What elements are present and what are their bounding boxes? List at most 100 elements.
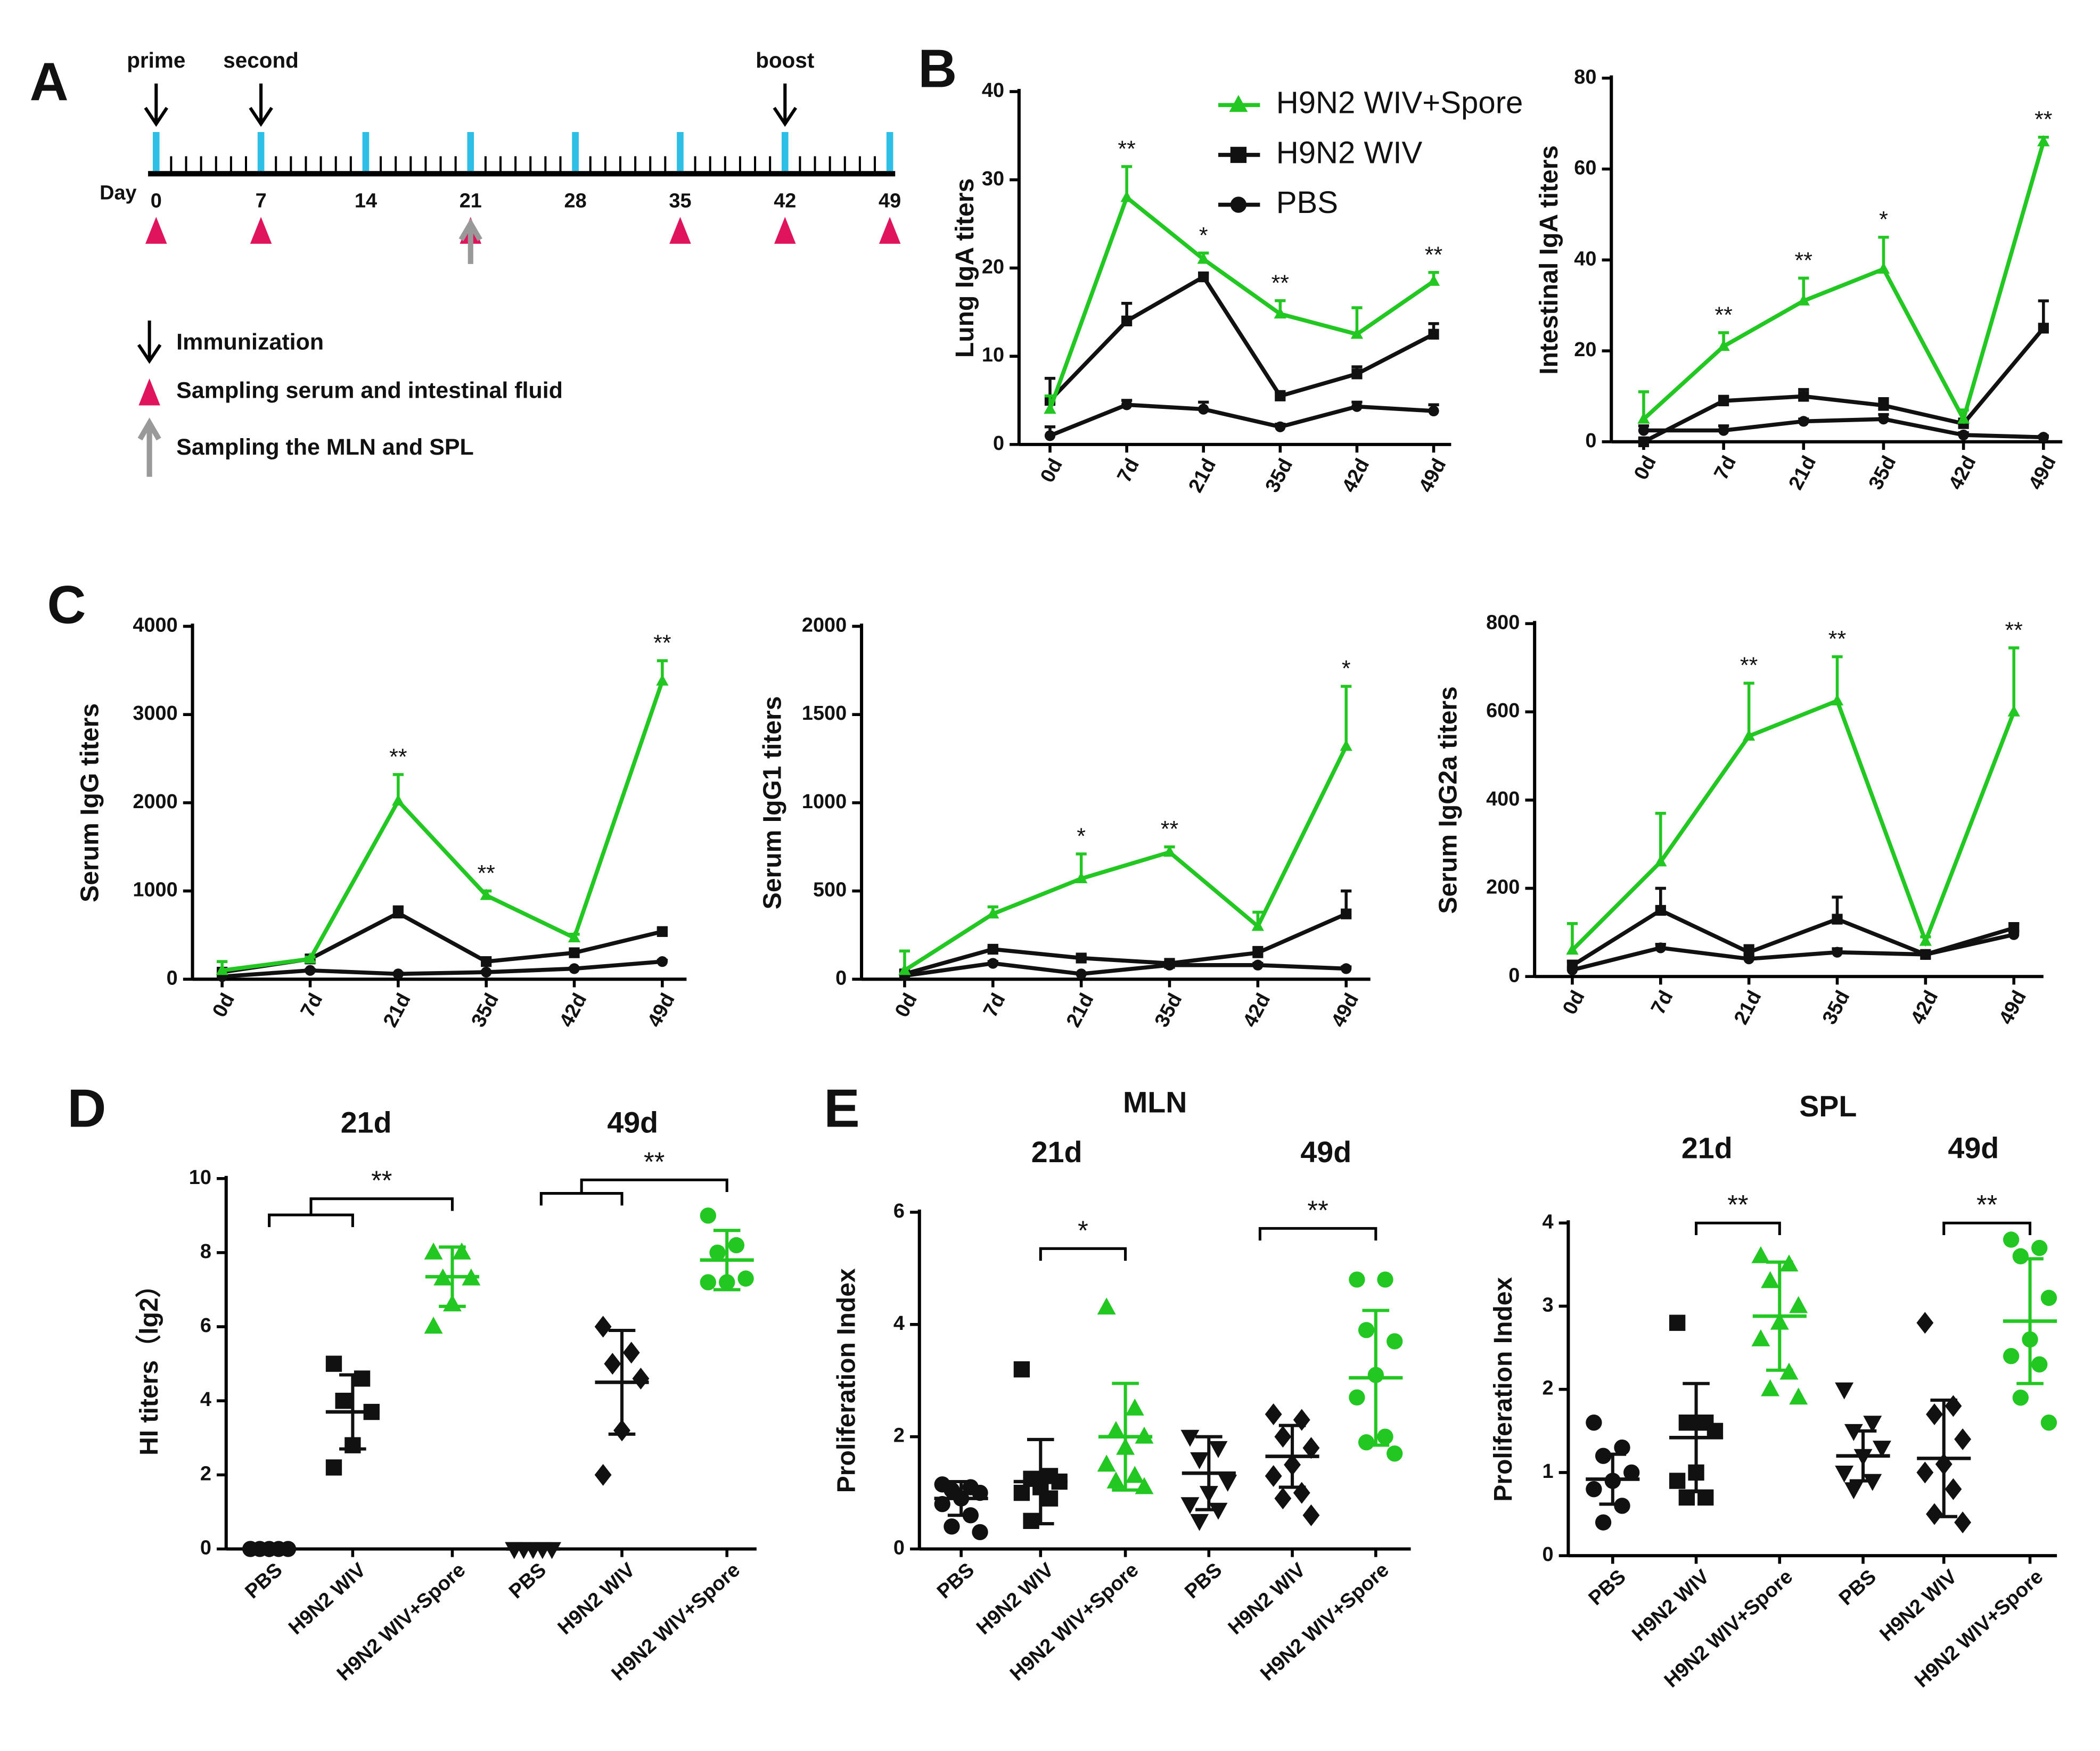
y-tick-label: 30 bbox=[982, 168, 1004, 190]
marker bbox=[1198, 271, 1209, 283]
marker bbox=[354, 1370, 371, 1387]
day-label: 21 bbox=[460, 190, 482, 212]
day-label: 49 bbox=[879, 190, 901, 212]
marker bbox=[987, 907, 999, 919]
significance: ** bbox=[1740, 653, 1758, 678]
marker bbox=[737, 1270, 754, 1287]
y-tick-label: 2 bbox=[893, 1425, 905, 1447]
marker bbox=[1655, 905, 1666, 916]
marker bbox=[1919, 934, 1932, 946]
y-tick-label: 2000 bbox=[802, 614, 847, 636]
y-axis-label: Intestinal IgA titers bbox=[1535, 145, 1563, 375]
panel-label: D bbox=[67, 1078, 106, 1138]
y-tick-label: 20 bbox=[982, 256, 1004, 278]
marker bbox=[1798, 391, 1809, 402]
marker bbox=[1428, 328, 1439, 340]
marker bbox=[1926, 1503, 1943, 1525]
organ-sampling bbox=[458, 218, 482, 264]
marker bbox=[1669, 1314, 1686, 1331]
day-label: 0 bbox=[151, 190, 162, 212]
series-line bbox=[903, 745, 1348, 972]
y-tick-label: 80 bbox=[1574, 66, 1596, 88]
day-label: 35 bbox=[669, 190, 691, 212]
marker bbox=[568, 931, 581, 943]
legend-text: Sampling serum and intestinal fluid bbox=[176, 378, 563, 404]
y-tick-label: 6 bbox=[200, 1314, 211, 1337]
y-tick-label: 6 bbox=[893, 1200, 905, 1222]
marker bbox=[1743, 729, 1756, 741]
series-line bbox=[1048, 194, 1435, 410]
y-tick-label: 3000 bbox=[133, 702, 177, 725]
marker bbox=[1275, 390, 1286, 401]
day-label: 28 bbox=[564, 190, 587, 212]
marker bbox=[1717, 339, 1730, 351]
marker bbox=[657, 926, 668, 937]
serum-sampling bbox=[669, 217, 691, 244]
marker bbox=[1718, 425, 1729, 436]
marker bbox=[1164, 958, 1175, 969]
day-label: 7 bbox=[256, 190, 267, 212]
marker bbox=[1428, 405, 1439, 417]
marker bbox=[1958, 429, 1969, 441]
marker bbox=[216, 964, 228, 975]
marker bbox=[1877, 262, 1890, 274]
marker bbox=[1209, 1441, 1228, 1458]
chart-title: SPL bbox=[1799, 1090, 1857, 1123]
group-label: 49d bbox=[1948, 1131, 1999, 1164]
marker bbox=[2012, 1248, 2029, 1264]
marker bbox=[700, 1274, 717, 1290]
marker bbox=[1293, 1482, 1310, 1504]
error-bar bbox=[2008, 646, 2020, 712]
significance: ** bbox=[1272, 270, 1290, 296]
day-label: 14 bbox=[355, 190, 377, 212]
significance: ** bbox=[389, 744, 407, 770]
marker bbox=[1566, 960, 1578, 971]
marker bbox=[1614, 1498, 1630, 1514]
marker bbox=[1761, 1379, 1780, 1396]
marker bbox=[1044, 430, 1056, 441]
y-tick-label: 2 bbox=[200, 1462, 211, 1485]
marker bbox=[632, 1367, 650, 1390]
error-bar bbox=[1832, 655, 1843, 701]
marker bbox=[1197, 252, 1210, 264]
marker bbox=[944, 1518, 960, 1535]
marker bbox=[1125, 1466, 1144, 1483]
group-label: 21d bbox=[1681, 1131, 1733, 1164]
sd-bar bbox=[1278, 1424, 1306, 1489]
sd-bar bbox=[1683, 1382, 1710, 1493]
marker bbox=[569, 947, 580, 958]
group-label: 49d bbox=[607, 1106, 658, 1139]
marker bbox=[1120, 191, 1133, 202]
marker bbox=[1878, 400, 1889, 411]
marker bbox=[1595, 1448, 1612, 1464]
significance: * bbox=[1077, 824, 1086, 849]
immunization-label: second bbox=[223, 48, 299, 72]
y-tick-label: 4 bbox=[893, 1312, 905, 1335]
marker bbox=[1387, 1445, 1403, 1462]
series-line bbox=[1643, 417, 2044, 440]
marker bbox=[1274, 1426, 1292, 1448]
marker bbox=[424, 1242, 443, 1260]
significance: ** bbox=[1795, 248, 1813, 273]
immunization-arrow bbox=[773, 83, 798, 127]
marker bbox=[1863, 1416, 1882, 1433]
marker bbox=[1831, 694, 1844, 705]
panel-label: A bbox=[30, 52, 69, 112]
marker bbox=[700, 1207, 717, 1224]
marker bbox=[1832, 947, 1843, 958]
marker bbox=[898, 964, 911, 975]
marker bbox=[728, 1237, 745, 1254]
series-line bbox=[904, 961, 1347, 978]
marker bbox=[1586, 1481, 1602, 1498]
y-tick-label: 8 bbox=[200, 1240, 211, 1263]
serum-sampling bbox=[250, 217, 272, 244]
marker bbox=[1789, 1296, 1808, 1313]
legend-label: H9N2 WIV bbox=[1276, 135, 1423, 170]
marker bbox=[1614, 1439, 1630, 1456]
y-tick-label: 0 bbox=[167, 967, 178, 989]
marker bbox=[1789, 1387, 1808, 1405]
comparison-bracket bbox=[1039, 1247, 1127, 1261]
comparison-bracket bbox=[1695, 1221, 1781, 1236]
marker bbox=[2040, 1415, 2057, 1431]
